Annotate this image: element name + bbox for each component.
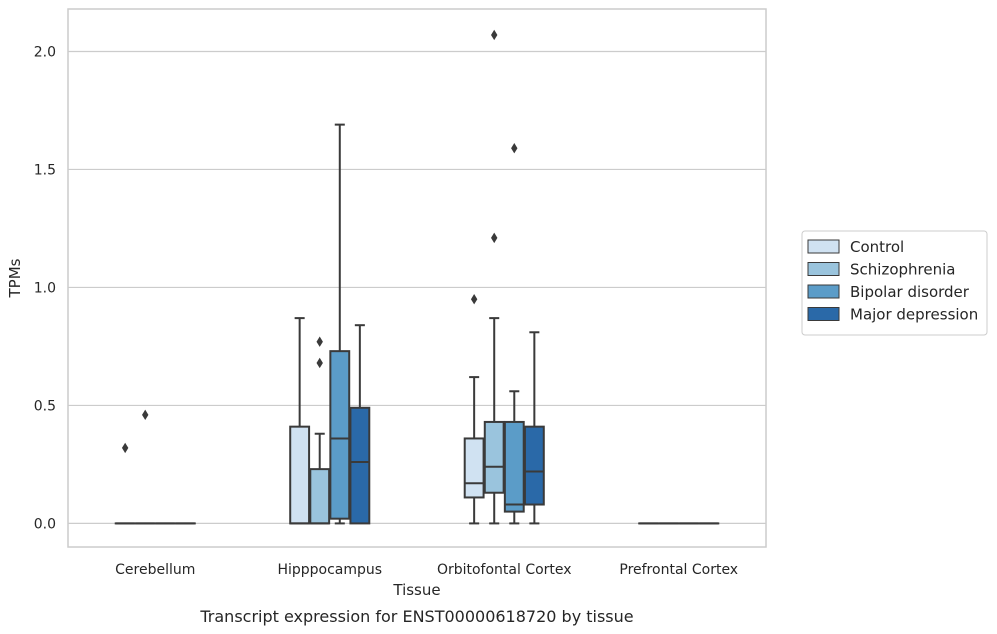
x-axis-label: Tissue [392,581,440,599]
box-major-depression [523,331,545,525]
outlier-point [316,336,323,347]
x-tick-label: Cerebellum [115,562,195,578]
outlier-point [470,294,478,305]
y-tick-label: 0.0 [34,516,56,532]
box-bipolar-disorder [503,143,525,525]
box-control [114,442,136,525]
x-tick-label: Prefrontal Cortex [619,562,738,578]
plot-frame [67,8,767,548]
y-tick-label: 1.5 [34,162,56,178]
x-tick-label: Orbitofontal Cortex [437,562,572,578]
box-body [483,420,505,494]
box-body [309,468,331,525]
box-schizophrenia [309,336,331,525]
legend-swatch [807,284,840,299]
grid-lines [68,50,766,525]
outlier-point [121,442,129,454]
y-tick-labels: 0.0 0.5 1.0 1.5 2.0 [34,44,56,532]
legend-label: Major depression [850,306,978,324]
y-tick-label: 2.0 [34,44,56,60]
box-control [463,294,485,525]
outlier-point [316,357,323,369]
y-tick-label: 0.5 [34,398,56,414]
outlier-point [511,143,518,154]
legend-label: Control [850,238,904,256]
legend-swatch [807,307,840,321]
legend-label: Bipolar disorder [850,283,970,301]
y-axis-label: TPMs [6,258,24,298]
chart-caption: Transcript expression for ENST0000061872… [199,607,633,626]
legend: Control Schizophrenia Bipolar disorder Majo… [801,230,988,336]
box-schizophrenia [134,409,156,525]
box-body [463,437,485,499]
x-tick-label: Hipppocampus [277,562,382,578]
y-tick-label: 1.0 [34,280,56,296]
box-schizophrenia [483,29,505,525]
box-major-depression [349,324,371,525]
legend-swatch [807,262,840,276]
box-body [523,425,545,506]
legend-frame [801,230,988,336]
box-body [349,406,371,525]
outlier-point [491,232,498,244]
box-series [114,29,720,525]
box-bipolar-disorder [329,123,351,525]
legend-swatch [807,239,840,254]
outlier-point [142,409,149,421]
box-control [289,317,311,525]
box-body [503,420,525,513]
outlier-point [491,29,498,41]
box-body [289,425,311,525]
x-tick-labels: Cerebellum Hipppocampus Orbitofontal Corte… [115,562,738,578]
box-body [329,350,351,520]
legend-label: Schizophrenia [850,261,955,279]
